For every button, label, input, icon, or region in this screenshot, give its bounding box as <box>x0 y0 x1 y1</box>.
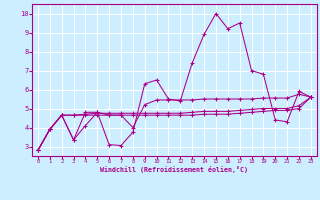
X-axis label: Windchill (Refroidissement éolien,°C): Windchill (Refroidissement éolien,°C) <box>100 166 248 173</box>
